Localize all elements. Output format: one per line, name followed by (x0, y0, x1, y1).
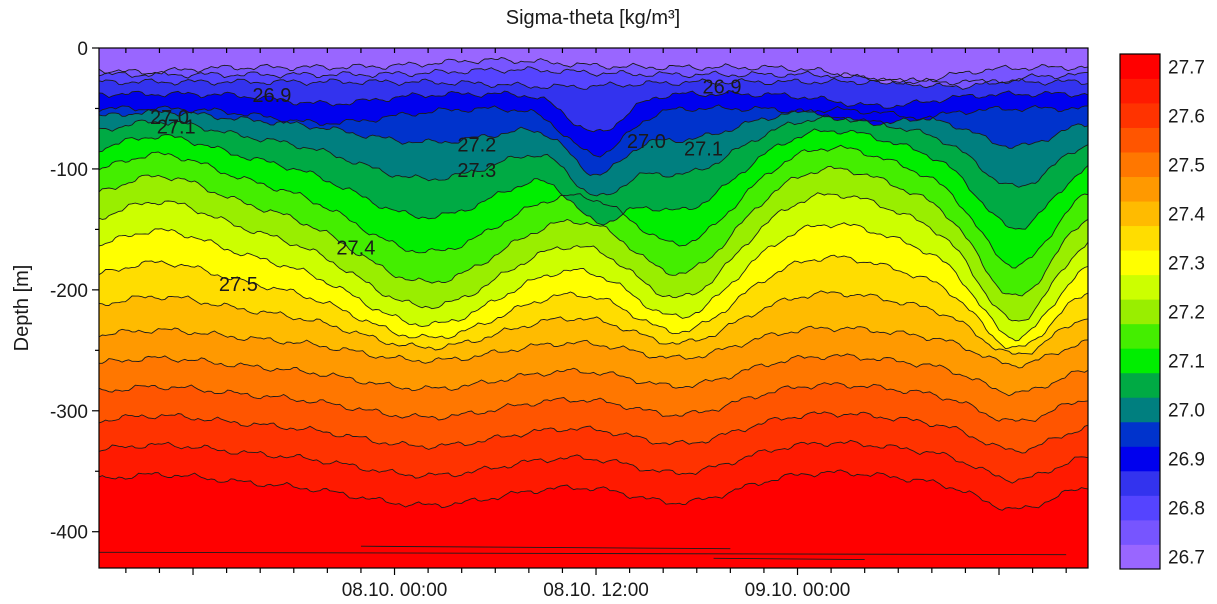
isopycnal-line (713, 557, 865, 560)
isopycnal-line (99, 439, 1088, 484)
isopycnal-line (99, 469, 1088, 511)
colorbar-label: 27.1 (1168, 352, 1205, 373)
colorbar-swatch (1120, 495, 1160, 521)
plot-frame (98, 47, 1089, 569)
colorbar-swatch (1120, 127, 1160, 153)
isopycnal-line (99, 104, 1088, 158)
isopycnal-line (99, 290, 1088, 355)
colorbar-swatch (1120, 446, 1160, 472)
isopycnal-line (99, 192, 1088, 322)
colorbar-swatch (1120, 176, 1160, 202)
isopycnal-line (99, 114, 1088, 197)
contour-label: 27.2 (457, 135, 496, 157)
isopycnal-line (99, 411, 1088, 454)
colorbar-swatch (1120, 519, 1160, 545)
contour-label: 27.4 (336, 238, 375, 260)
contour-fill-area (99, 48, 1088, 568)
colorbar-label: 27.0 (1168, 401, 1205, 422)
isopycnal-line (99, 66, 1088, 90)
x-tick-label: 08.10. 00:00 (342, 580, 448, 601)
colorbar-swatch (1120, 372, 1160, 398)
y-axis-label: Depth [m] (11, 265, 33, 352)
colorbar-label: 27.7 (1168, 57, 1205, 78)
contour-label: 26.9 (252, 85, 291, 107)
colorbar-swatch (1120, 152, 1160, 178)
colorbar-label: 26.9 (1168, 450, 1205, 471)
isopycnal-line (99, 254, 1088, 350)
y-tick-label: -200 (50, 281, 88, 302)
x-tick-label: 09.10. 00:00 (745, 580, 851, 601)
colorbar-label: 27.4 (1168, 204, 1205, 225)
isopycnal-line (99, 128, 1088, 230)
isopycnal-lines (99, 57, 1088, 560)
colorbar-swatch (1120, 544, 1160, 570)
colorbar-swatch (1120, 103, 1160, 128)
y-tick-label: 0 (77, 39, 88, 60)
isopycnal-line (99, 382, 1088, 422)
contour-label: 27.0 (627, 131, 666, 153)
isopycnal-line (99, 77, 1088, 90)
isopycnal-line (99, 57, 1088, 85)
y-tick-label: -300 (50, 402, 88, 423)
colorbar-label: 27.2 (1168, 303, 1205, 324)
y-axis-ticks: 0 -100 -200 -300 -400 (50, 39, 99, 544)
isopycnal-line (360, 545, 731, 550)
colorbar-swatch (1120, 397, 1160, 423)
colorbar-swatch (1120, 299, 1160, 325)
isopycnal-line (99, 90, 1088, 133)
colorbar-label: 27.3 (1168, 254, 1205, 275)
contour-label: 27.1 (684, 138, 723, 160)
colorbar-label: 27.6 (1168, 106, 1205, 127)
y-tick-label: -400 (50, 523, 88, 544)
colorbar-label: 26.8 (1168, 499, 1205, 520)
contour-label: 27.3 (457, 160, 496, 182)
x-tick-label: 08.10. 12:00 (543, 580, 649, 601)
isopycnal-line (99, 144, 1088, 269)
colorbar-swatch (1120, 250, 1160, 276)
contour-labels: 26.9 26.927.027.127.0 27.127.227.327.427.5 (150, 77, 741, 296)
colorbar-swatch (1120, 54, 1160, 79)
y-tick-label: -100 (50, 160, 88, 181)
colorbar-label: 27.5 (1168, 155, 1205, 176)
contour-label: 26.9 (703, 77, 742, 99)
colorbar-frame (1119, 53, 1161, 570)
x-axis-ticks: 08.10. 00:00 08.10. 12:00 09.10. 00:00 (125, 48, 1067, 601)
colorbar-swatch (1120, 323, 1160, 349)
colorbar-swatch (1120, 274, 1160, 300)
colorbar: 27.7 27.6 27.5 27.4 27.3 27.2 27.1 27.0 26.9 26.8… (1119, 53, 1205, 570)
colorbar-swatch (1120, 348, 1160, 374)
contour-label: 27.5 (219, 274, 258, 296)
isopycnal-line (99, 222, 1088, 342)
isopycnal-line (99, 325, 1088, 369)
colorbar-swatch (1120, 421, 1160, 447)
contour-label: 27.1 (157, 117, 196, 139)
isopycnal-line (99, 551, 1067, 556)
isopycnal-line (99, 353, 1088, 397)
colorbar-swatch (1120, 201, 1160, 227)
colorbar-swatch (1120, 78, 1160, 104)
isopycnal-line (99, 105, 1088, 176)
colorbar-swatch (1120, 470, 1160, 496)
colorbar-label: 26.7 (1168, 548, 1205, 569)
contour-label: 27.0 (150, 107, 189, 129)
colorbar-swatch (1120, 225, 1160, 251)
chart-title: Sigma-theta [kg/m³] (506, 7, 681, 29)
isopycnal-line (99, 165, 1088, 297)
